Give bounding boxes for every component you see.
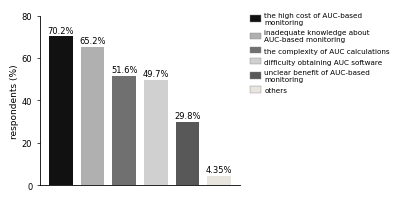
Bar [49, 37, 73, 185]
Text: 70.2%: 70.2% [48, 27, 74, 35]
Text: 29.8%: 29.8% [174, 112, 201, 121]
Bar [144, 81, 168, 185]
Bar [176, 123, 199, 185]
Text: 4.35%: 4.35% [206, 166, 232, 174]
Y-axis label: respondents (%): respondents (%) [10, 64, 19, 138]
Legend: the high cost of AUC-based
monitoring, inadequate knowledge about
AUC-based moni: the high cost of AUC-based monitoring, i… [250, 13, 390, 94]
Bar [207, 176, 231, 185]
Text: 51.6%: 51.6% [111, 66, 138, 75]
Text: 65.2%: 65.2% [79, 37, 106, 46]
Bar [81, 48, 104, 185]
Bar [112, 76, 136, 185]
Text: 49.7%: 49.7% [142, 70, 169, 79]
